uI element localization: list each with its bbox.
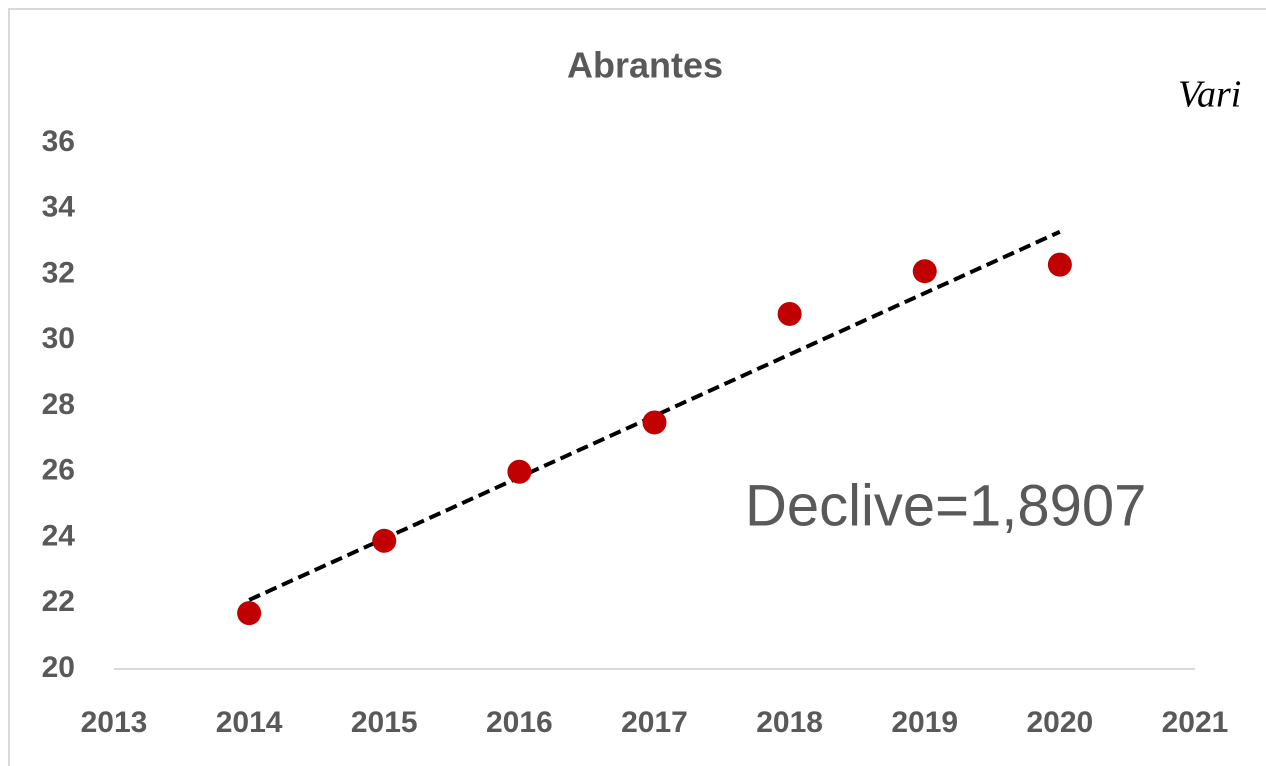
x-tick-label: 2019 — [891, 706, 958, 739]
x-tick-label: 2021 — [1162, 706, 1229, 739]
x-tick-label: 2016 — [486, 706, 553, 739]
annotation: Vari — [1178, 74, 1241, 116]
y-tick-label: 22 — [42, 585, 75, 618]
data-point — [1047, 252, 1072, 277]
data-point — [777, 301, 802, 326]
data-point — [372, 528, 397, 553]
data-point — [507, 459, 532, 484]
y-tick-label: 24 — [42, 519, 76, 552]
annotation: Declive=1,8907 — [745, 473, 1146, 538]
data-point — [912, 259, 937, 284]
data-point — [642, 410, 667, 435]
x-tick-label: 2015 — [351, 706, 418, 739]
chart-frame — [8, 8, 1266, 766]
y-tick-label: 28 — [42, 388, 75, 421]
x-tick-label: 2020 — [1027, 706, 1094, 739]
y-tick-label: 26 — [42, 454, 75, 487]
y-tick-label: 30 — [42, 322, 75, 355]
chart-title: Abrantes — [567, 45, 723, 86]
data-point — [237, 601, 262, 626]
x-tick-label: 2018 — [756, 706, 823, 739]
x-tick-label: 2017 — [621, 706, 688, 739]
y-tick-label: 32 — [42, 256, 75, 289]
x-tick-label: 2013 — [81, 706, 148, 739]
y-tick-label: 36 — [42, 125, 75, 158]
x-tick-label: 2014 — [216, 706, 283, 739]
y-tick-label: 34 — [42, 191, 76, 224]
y-tick-label: 20 — [42, 651, 75, 684]
